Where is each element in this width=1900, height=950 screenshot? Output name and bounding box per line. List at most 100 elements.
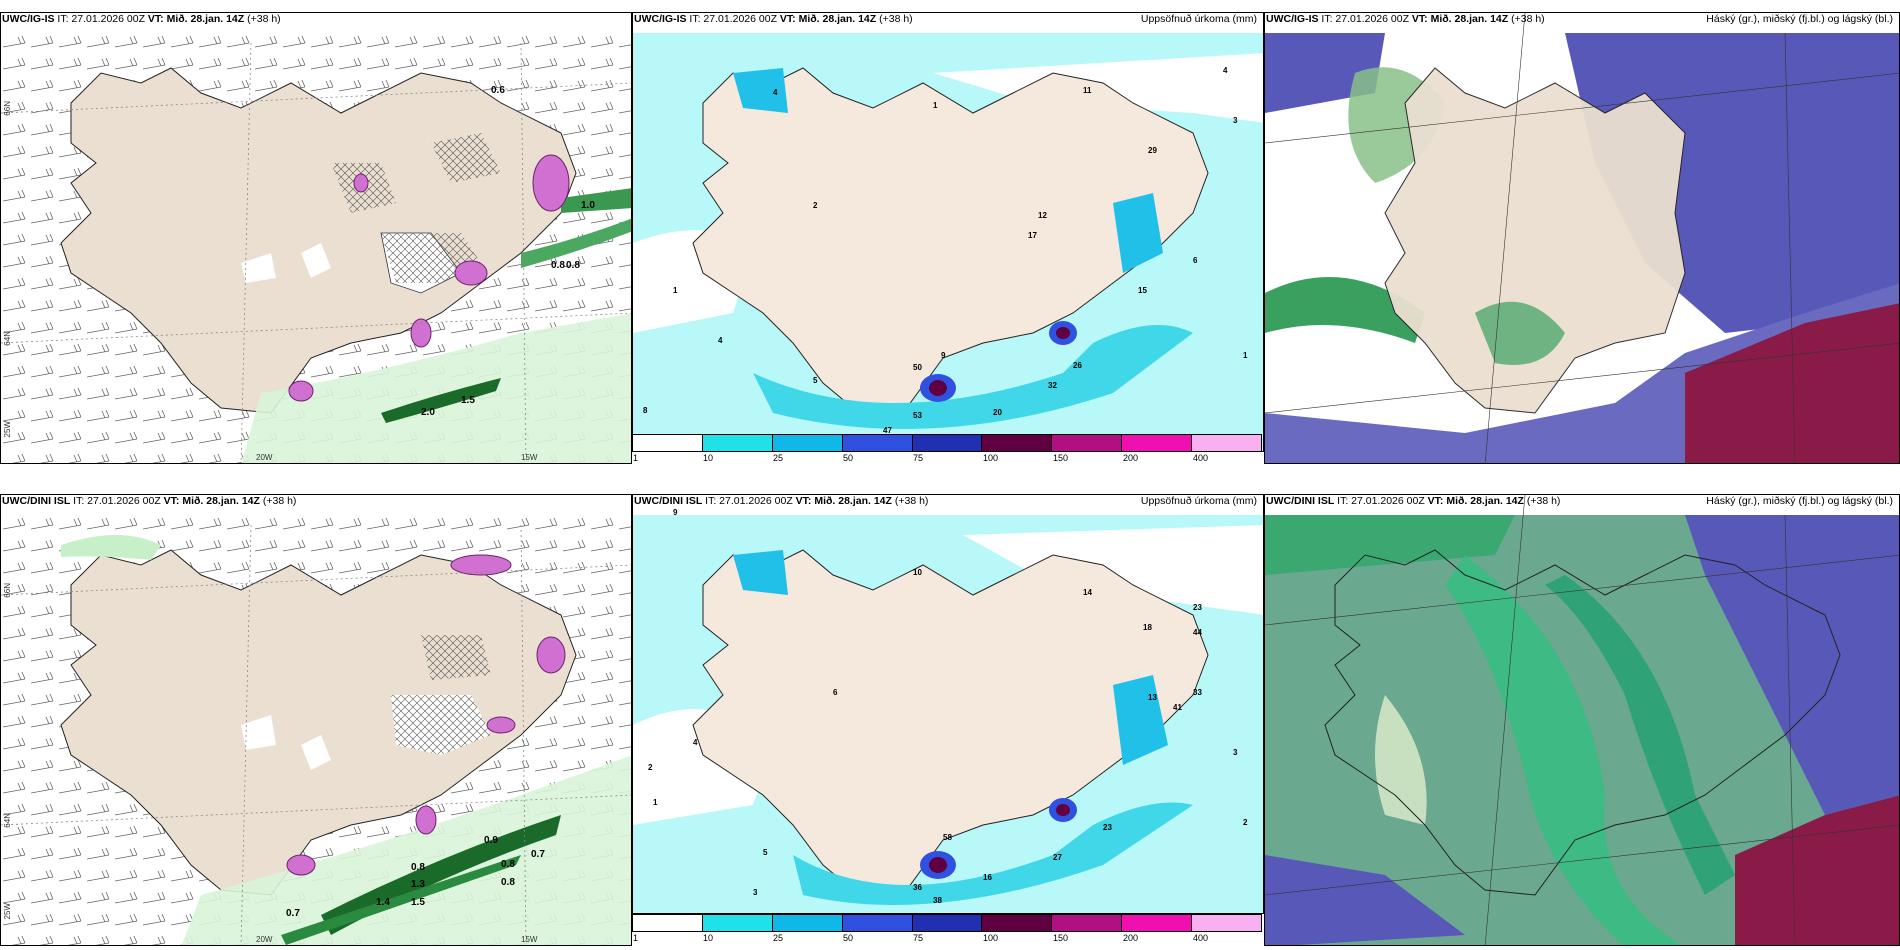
precip-label: 2: [813, 201, 818, 210]
wind-map: 0.8 0.9 0.7 0.8 0.8 1.3 1.4 1.5 0.7: [1, 515, 631, 945]
cloud-map: [1265, 13, 1899, 463]
legend-label: 400: [1193, 933, 1209, 943]
lon-label: 20W: [256, 935, 273, 944]
precip-label: 5: [763, 848, 768, 857]
precip-label: 3: [1233, 748, 1238, 757]
precip-label: 50: [913, 363, 922, 372]
precip-label: 44: [1193, 628, 1202, 637]
precip-label: 32: [1048, 381, 1057, 390]
precip-label: 17: [1028, 231, 1037, 240]
panel-ig-wind: UWC/IG-IS IT: 27.01.2026 00Z VT: Mið. 28…: [0, 12, 632, 464]
wind-label: 0.7: [531, 849, 545, 860]
panel-dini-precip: UWC/DINI ISL IT: 27.01.2026 00Z VT: Mið.…: [632, 494, 1264, 914]
precip-label: 29: [1148, 146, 1157, 155]
panel-subtitle: Háský (gr.), miðský (fj.bl.) og lágský (…: [1706, 495, 1893, 507]
panel-subtitle: Háský (gr.), miðský (fj.bl.) og lágský (…: [1706, 13, 1893, 25]
precip-label: 26: [1073, 361, 1082, 370]
wind-label: 0.8: [551, 260, 565, 271]
precip-label: 10: [913, 568, 922, 577]
panel-title: UWC/IG-IS IT: 27.01.2026 00Z VT: Mið. 28…: [1266, 13, 1545, 25]
legend-swatch: [842, 915, 913, 931]
precip-label: 36: [913, 883, 922, 892]
precip-label: 2: [648, 763, 653, 772]
legend-label: 1: [633, 933, 639, 943]
legend-label: 10: [703, 933, 714, 943]
precip-label: 6: [833, 688, 838, 697]
lon-label: 15W: [521, 935, 538, 944]
legend-label: 1: [633, 453, 639, 463]
precip-label: 20: [993, 408, 1002, 417]
legend-label: 150: [1053, 933, 1069, 943]
panel-subtitle: Uppsöfnuð úrkoma (mm): [1140, 495, 1257, 507]
wind-label: 0.9: [484, 835, 498, 846]
panel-title: UWC/IG-IS IT: 27.01.2026 00Z VT: Mið. 28…: [634, 13, 913, 25]
precip-label: 58: [943, 833, 952, 842]
lon-label: 20W: [256, 453, 273, 462]
legend-label: 75: [913, 933, 924, 943]
wind-label: 0.8: [411, 862, 425, 873]
legend-swatch: [1122, 435, 1193, 451]
lat-label: 25W: [3, 421, 12, 438]
precip-label: 33: [1193, 688, 1202, 697]
precip-legend: 1 10 25 50 75 100 150 200 400: [632, 914, 1262, 944]
precip-label: 23: [1193, 603, 1202, 612]
precip-label: 9: [941, 351, 946, 360]
lat-label: 66N: [3, 583, 12, 598]
precip-label: 2: [1243, 818, 1248, 827]
legend-label: 25: [773, 933, 784, 943]
panel-title: UWC/DINI ISL IT: 27.01.2026 00Z VT: Mið.…: [634, 495, 929, 507]
precip-legend: 1 10 25 50 75 100 150 200 400: [632, 434, 1262, 464]
panel-ig-clouds: UWC/IG-IS IT: 27.01.2026 00Z VT: Mið. 28…: [1264, 12, 1900, 464]
legend-swatch: [702, 435, 773, 451]
panel-subtitle: Uppsöfnuð úrkoma (mm): [1140, 13, 1257, 25]
wind-label: 0.6: [491, 85, 505, 96]
legend-swatch: [982, 435, 1053, 451]
precip-label: 1: [1243, 351, 1248, 360]
panel-dini-clouds: UWC/DINI ISL IT: 27.01.2026 00Z VT: Mið.…: [1264, 494, 1900, 946]
precip-label: 38: [933, 896, 942, 905]
precip-label: 16: [983, 873, 992, 882]
panel-title: UWC/DINI ISL IT: 27.01.2026 00Z VT: Mið.…: [1266, 495, 1561, 507]
wind-map: 0.6 1.0 2.0 1.5 0.8 0.8: [1, 33, 631, 463]
legend-swatch: [982, 915, 1053, 931]
panel-ig-precip: UWC/IG-IS IT: 27.01.2026 00Z VT: Mið. 28…: [632, 12, 1264, 452]
legend-swatch: [912, 435, 983, 451]
legend-swatch: [842, 435, 913, 451]
lat-label: 64N: [3, 813, 12, 828]
legend-label: 200: [1123, 933, 1139, 943]
precip-label: 27: [1053, 853, 1062, 862]
precip-label: 4: [1223, 66, 1228, 75]
legend-label: 400: [1193, 453, 1209, 463]
legend-label: 150: [1053, 453, 1069, 463]
precip-label: 8: [643, 406, 648, 415]
legend-label: 10: [703, 453, 714, 463]
precip-label: 14: [1083, 588, 1092, 597]
wind-label: 0.7: [286, 908, 300, 919]
lat-label: 66N: [3, 101, 12, 116]
precip-label: 12: [1038, 211, 1047, 220]
precip-label: 23: [1103, 823, 1112, 832]
panel-dini-wind: UWC/DINI ISL IT: 27.01.2026 00Z VT: Mið.…: [0, 494, 632, 946]
wind-label: 1.4: [376, 897, 390, 908]
precip-map: 8 4 9 1 5 4 1 2 50 53 47 20 26 32 17 15 …: [633, 33, 1263, 451]
precip-label: 4: [693, 738, 698, 747]
precip-label: 41: [1173, 703, 1182, 712]
precip-label: 53: [913, 411, 922, 420]
wind-label: 1.3: [411, 879, 425, 890]
legend-swatch: [772, 915, 843, 931]
legend-swatch: [1192, 915, 1262, 931]
precip-label: 6: [1193, 256, 1198, 265]
precip-label: 4: [718, 336, 723, 345]
lon-label: 15W: [521, 453, 538, 462]
precip-label: 13: [1148, 693, 1157, 702]
precip-label: 9: [673, 508, 678, 517]
panel-title: UWC/DINI ISL IT: 27.01.2026 00Z VT: Mið.…: [2, 495, 297, 507]
wind-label: 2.0: [421, 407, 435, 418]
legend-swatch: [772, 435, 843, 451]
precip-label: 11: [1083, 86, 1092, 95]
wind-label: 0.8: [566, 260, 580, 271]
legend-label: 100: [983, 453, 999, 463]
legend-swatch: [633, 915, 703, 931]
legend-label: 25: [773, 453, 784, 463]
lat-label: 64N: [3, 331, 12, 346]
